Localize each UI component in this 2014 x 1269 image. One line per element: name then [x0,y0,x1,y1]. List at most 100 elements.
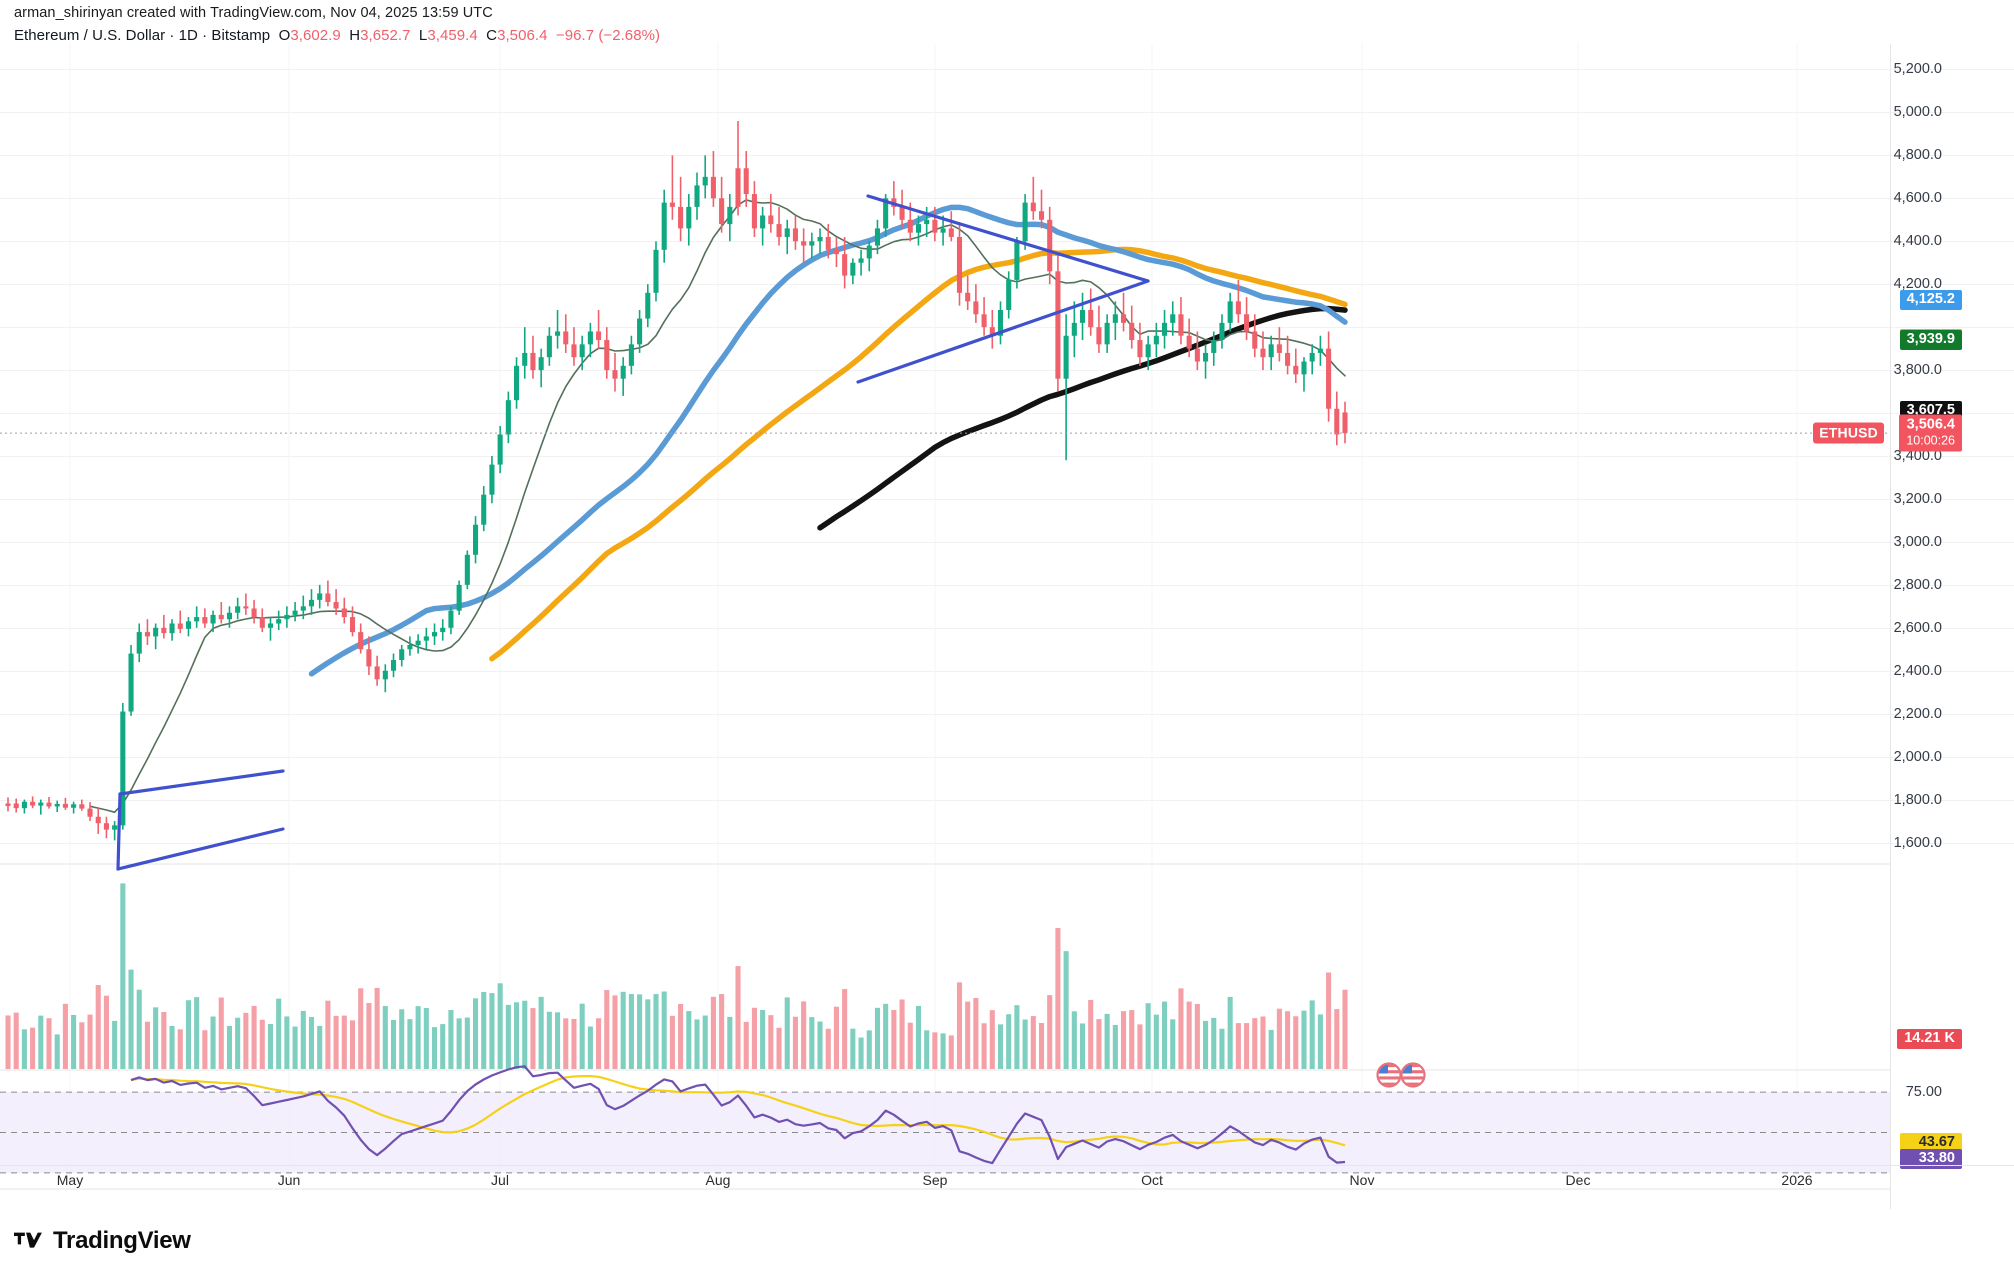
candlestick [235,597,241,620]
candlestick [530,335,536,379]
ma-green-price-tag[interactable]: 3,939.9 [1899,330,1962,351]
candlestick [218,602,224,624]
volume-bar [604,990,610,1069]
volume-bar [907,1022,913,1069]
candlestick [1088,288,1094,336]
volume-bar [1235,1023,1241,1069]
volume-bar [1244,1023,1250,1069]
candlestick [891,181,897,216]
tradingview-brand-name: TradingView [53,1227,191,1254]
candlestick [30,796,36,809]
candlestick [760,206,766,246]
price-axis-tick: 3,800.0 [1893,362,1942,379]
candlestick [702,155,708,199]
candlestick [325,580,331,607]
ma-black-price-tag-value: 3,607.5 [1906,402,1955,419]
rsi-signal-tag[interactable]: 43.67 [1900,1132,1962,1153]
candlestick [1268,335,1274,371]
triangle-upper-line[interactable] [866,194,1150,283]
volume-bar [850,1028,856,1069]
candlestick [514,357,520,409]
volume-bar [1260,1016,1266,1069]
chart-canvas[interactable] [0,44,2014,1209]
time-axis[interactable]: May Jun Jul Aug Sep Oct Nov Dec 2026 [0,1165,2014,1198]
candlestick [341,597,347,624]
candlestick [497,425,503,474]
ma-orange-line [489,246,1348,662]
candlestick [46,797,52,809]
volume-bar [472,998,479,1069]
volume-bar [940,1033,946,1069]
legend-open-value: 3,602.9 [290,27,341,44]
volume-bar [440,1024,446,1069]
legend-interval[interactable]: 1D [178,27,198,44]
last-price-tag-value: 3,506.4 [1906,416,1955,433]
candlestick [136,623,142,663]
price-axis-tick: 4,400.0 [1893,233,1942,250]
volume-bar [1301,1010,1307,1069]
volume-bar [308,1017,315,1069]
triangle-lower-line[interactable] [856,279,1150,384]
rsi-value-tag[interactable]: 33.80 [1900,1148,1962,1169]
last-price-tag[interactable]: 3,506.4 10:00:26 [1899,414,1962,452]
volume-bar [161,1011,167,1069]
volume-bar [1030,1016,1036,1069]
candlestick [596,309,602,349]
volume-bar [678,1003,684,1069]
volume-bar [259,1019,265,1069]
volume-bar [743,1021,749,1069]
rising-channel-upper-line[interactable] [118,769,285,796]
price-axis-tick: 2,200.0 [1893,705,1942,722]
volume-bar [809,1017,815,1069]
gridline [0,241,2014,243]
us-economic-event-marker[interactable] [1376,1062,1402,1093]
volume-bar [210,1016,216,1069]
gridline [0,713,2014,715]
candlestick [79,799,85,811]
candlestick [522,327,528,379]
candlestick [981,297,987,336]
volume-series [5,883,1348,1069]
candlestick [177,610,183,634]
volume-bar [1014,1005,1020,1069]
volume-value-tag[interactable]: 14.21 K [1897,1029,1962,1049]
volume-bar [1137,1024,1143,1069]
candlestick [612,352,618,392]
time-axis-tick: 2026 [1781,1172,1813,1188]
rsi-indicator [0,1065,1890,1174]
price-axis-tick: 3,000.0 [1893,533,1942,550]
candlestick [120,702,126,830]
candlestick [735,121,741,216]
candlestick [1178,297,1184,345]
candlestick [1030,176,1036,220]
ma-blue-price-tag[interactable]: 4,125.2 [1899,290,1962,311]
candlestick [1071,301,1077,358]
candlestick [423,627,429,650]
rising-channel-left-edge[interactable] [116,792,122,871]
volume-bar [497,983,503,1069]
us-economic-event-marker[interactable] [1400,1062,1426,1093]
volume-bar [653,994,659,1069]
price-axis-tick: 4,600.0 [1893,190,1942,207]
candlestick [1317,335,1323,366]
price-axis-tick: 4,200.0 [1893,276,1942,293]
price-axis[interactable]: 5,200.0 5,000.0 4,800.0 4,600.0 4,400.0 4,200… [1813,44,2014,1209]
legend-high-value: 3,652.7 [360,27,411,44]
candlestick [1129,305,1135,349]
rising-channel-lower-line[interactable] [116,827,285,871]
legend-symbol[interactable]: Ethereum [14,27,80,44]
ma-green-line [89,199,1346,813]
candlestick [817,228,823,255]
candlestick [546,327,552,366]
candlestick [1153,322,1159,358]
candlestick [743,151,749,207]
volume-bar [71,1014,77,1069]
chart-container[interactable]: 5,200.0 5,000.0 4,800.0 4,600.0 4,400.0 4,200… [0,44,2014,1209]
price-axis-tick: 2,400.0 [1893,662,1942,679]
legend-low-value: 3,459.4 [427,27,478,44]
volume-bar [300,1010,306,1069]
candlestick [669,155,675,220]
volume-bar [1071,1011,1077,1069]
symbol-price-tag[interactable]: ETHUSD [1813,422,1884,444]
volume-bar [858,1037,864,1069]
